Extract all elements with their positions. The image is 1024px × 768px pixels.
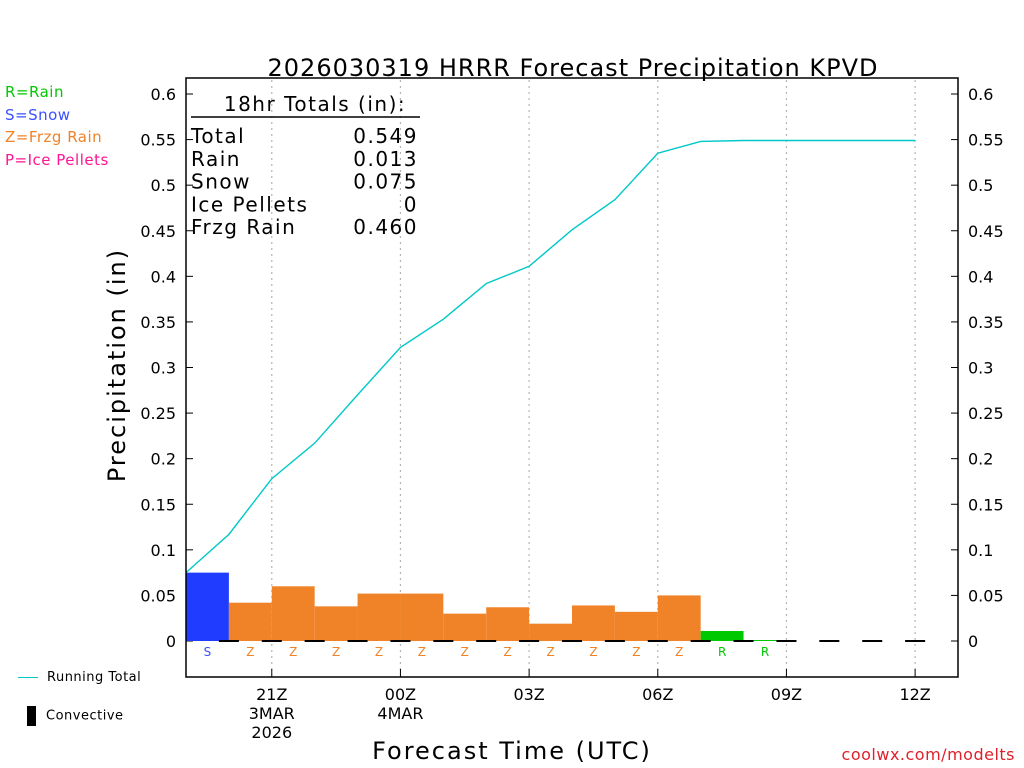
legend-rain: R=Rain: [5, 83, 64, 101]
precip-bar: [271, 586, 315, 641]
totals-header: 18hr Totals (in):: [224, 92, 406, 116]
x-tick-label: 06Z: [642, 685, 673, 704]
y-tick-label-left: 0.4: [151, 267, 176, 286]
ptype-letter: Z: [632, 645, 640, 659]
precip-bar: [186, 572, 229, 641]
precip-bar: [614, 611, 658, 641]
precip-bar: [743, 640, 787, 641]
precip-bar: [400, 593, 444, 641]
ptype-letter: R: [718, 645, 726, 659]
y-tick-label-right: 0.1: [968, 541, 993, 560]
running-total-label: Running Total: [47, 670, 142, 685]
y-tick-label-left: 0.3: [151, 359, 176, 378]
totals-row-value: 0.549: [353, 124, 418, 148]
y-tick-label-right: 0.4: [968, 267, 993, 286]
ptype-letter: Z: [418, 645, 426, 659]
y-tick-label-right: 0.2: [968, 450, 993, 469]
running-total-line: [185, 139, 916, 574]
legend-frzg: Z=Frzg Rain: [5, 128, 103, 146]
y-tick-label-right: 0: [968, 632, 978, 651]
y-tick-label-left: 0.1: [151, 541, 176, 560]
precip-bar: [314, 606, 358, 641]
x-axis-label: Forecast Time (UTC): [372, 737, 652, 765]
precip-bar: [486, 607, 530, 641]
credit-link[interactable]: coolwx.com/modelts: [841, 745, 1015, 764]
x-tick-label: 12Z: [899, 685, 930, 704]
y-tick-label-right: 0.35: [968, 313, 1004, 332]
x-tick-label: 21Z: [256, 685, 287, 704]
y-tick-label-left: 0.25: [140, 404, 176, 423]
totals-row-value: 0.013: [353, 147, 418, 171]
ptype-legend: R=Rain S=Snow Z=Frzg Rain P=Ice Pellets: [5, 81, 109, 171]
plot-frame: [185, 77, 959, 678]
x-tick-label: 00Z: [385, 685, 416, 704]
y-tick-label-right: 0.05: [968, 586, 1004, 605]
x-tick-label: 03Z: [513, 685, 544, 704]
ptype-letter: Z: [675, 645, 683, 659]
convective-legend: Convective: [18, 706, 124, 726]
ptype-letter: Z: [375, 645, 383, 659]
y-axis-label: Precipitation (in): [103, 248, 131, 482]
y-tick-label-left: 0.6: [151, 85, 176, 104]
y-tick-label-right: 0.5: [968, 176, 993, 195]
x-tick-label: 4MAR: [377, 704, 423, 723]
y-tick-label-left: 0.2: [151, 450, 176, 469]
y-tick-label-left: 0: [166, 632, 176, 651]
totals-row-label: Ice Pellets: [191, 192, 308, 216]
y-tick-label-right: 0.3: [968, 359, 993, 378]
y-tick-label-right: 0.15: [968, 495, 1004, 514]
precip-bar: [657, 595, 701, 641]
y-tick-label-left: 0.15: [140, 495, 176, 514]
totals-row-label: Frzg Rain: [191, 215, 296, 239]
totals-row-label: Rain: [191, 147, 241, 171]
precip-bar: [700, 630, 744, 641]
convective-label: Convective: [46, 708, 124, 724]
ptype-letter: Z: [504, 645, 512, 659]
y-tick-label-left: 0.5: [151, 176, 176, 195]
y-tick-label-left: 0.45: [140, 222, 176, 241]
ptype-letter: Z: [461, 645, 469, 659]
y-tick-label-right: 0.55: [968, 131, 1004, 150]
y-tick-label-left: 0.55: [140, 131, 176, 150]
totals-row-value: 0.075: [353, 170, 418, 194]
y-tick-label-right: 0.25: [968, 404, 1004, 423]
running-total-swatch: [18, 677, 38, 678]
y-tick-label-left: 0.05: [140, 586, 176, 605]
legend-snow: S=Snow: [5, 105, 71, 124]
y-tick-label-left: 0.35: [140, 313, 176, 332]
ptype-letter: S: [204, 645, 212, 659]
convective-swatch: [27, 706, 36, 726]
totals-row-label: Total: [190, 124, 245, 148]
y-tick-label-right: 0.45: [968, 222, 1004, 241]
y-tick-label-right: 0.6: [968, 85, 993, 104]
precip-bar: [228, 602, 272, 641]
x-tick-label: 09Z: [771, 685, 802, 704]
totals-row-value: 0.460: [353, 215, 418, 239]
running-total-legend: Running Total: [18, 670, 141, 685]
precip-bar: [357, 593, 401, 641]
x-tick-label: 3MAR: [249, 704, 295, 723]
totals-row-label: Snow: [191, 170, 251, 194]
totals-row-value: 0: [404, 192, 418, 216]
precip-bar: [572, 605, 615, 641]
precip-bar: [529, 623, 572, 641]
legend-ice: P=Ice Pellets: [5, 150, 109, 169]
ptype-letter: Z: [289, 645, 297, 659]
ptype-letter: Z: [332, 645, 340, 659]
precip-bar: [443, 613, 487, 641]
ptype-letter: Z: [589, 645, 597, 659]
ptype-letter: Z: [246, 645, 254, 659]
ptype-letter: Z: [546, 645, 554, 659]
ptype-letter: R: [761, 645, 769, 659]
x-tick-label: 2026: [251, 723, 292, 742]
